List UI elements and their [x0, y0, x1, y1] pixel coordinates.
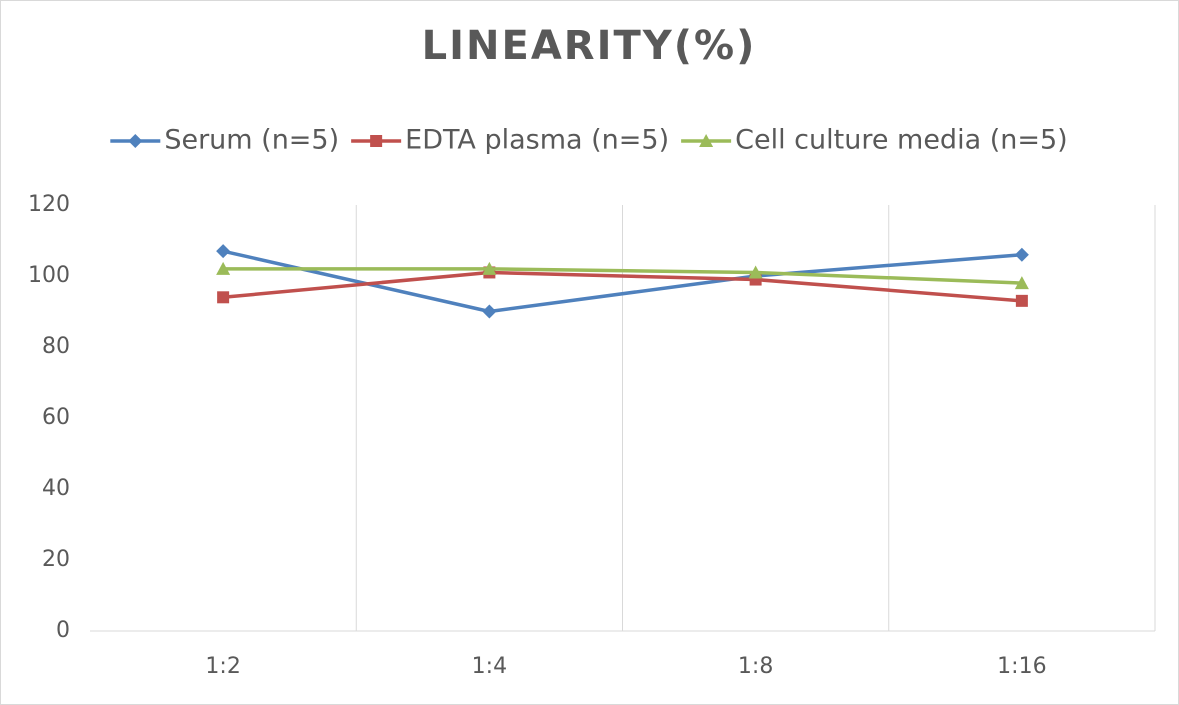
marker: [748, 265, 763, 279]
y-tick-label: 80: [42, 334, 70, 359]
y-tick-label: 20: [42, 547, 70, 572]
marker: [482, 261, 497, 275]
y-tick-label: 60: [42, 405, 70, 430]
x-tick-label: 1:4: [472, 654, 507, 679]
x-tick-label: 1:8: [738, 654, 773, 679]
marker: [482, 304, 497, 319]
series-line: [223, 267, 1022, 285]
marker: [216, 244, 231, 259]
legend-label: Serum (n=5): [164, 125, 339, 156]
y-tick-label: 120: [28, 192, 70, 217]
legend-label: Cell culture media (n=5): [735, 125, 1068, 156]
series-line: [222, 270, 1023, 303]
legend-marker: [128, 134, 143, 148]
marker: [1015, 294, 1028, 307]
marker: [1014, 247, 1029, 262]
y-tick-label: 40: [42, 476, 70, 501]
legend-marker: [699, 134, 714, 147]
marker: [217, 291, 230, 304]
legend-label: EDTA plasma (n=5): [405, 125, 669, 156]
x-tick-label: 1:16: [997, 654, 1046, 679]
marker: [1014, 276, 1029, 290]
series-line: [222, 249, 1023, 314]
x-tick-label: 1:2: [205, 654, 240, 679]
y-tick-label: 100: [28, 263, 70, 288]
marker: [216, 261, 231, 275]
y-tick-label: 0: [56, 618, 70, 643]
chart-title: LINEARITY(%): [422, 23, 757, 69]
legend-marker: [370, 135, 383, 147]
